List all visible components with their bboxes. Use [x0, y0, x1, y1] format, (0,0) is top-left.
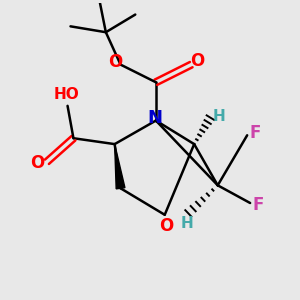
- Text: F: F: [253, 196, 264, 214]
- Text: O: O: [108, 53, 122, 71]
- Text: F: F: [250, 124, 261, 142]
- Text: O: O: [159, 217, 173, 235]
- Text: H: H: [180, 216, 193, 231]
- Polygon shape: [115, 144, 125, 189]
- Text: N: N: [147, 109, 162, 127]
- Text: H: H: [212, 109, 225, 124]
- Text: O: O: [190, 52, 205, 70]
- Text: HO: HO: [53, 87, 79, 102]
- Text: O: O: [30, 154, 45, 172]
